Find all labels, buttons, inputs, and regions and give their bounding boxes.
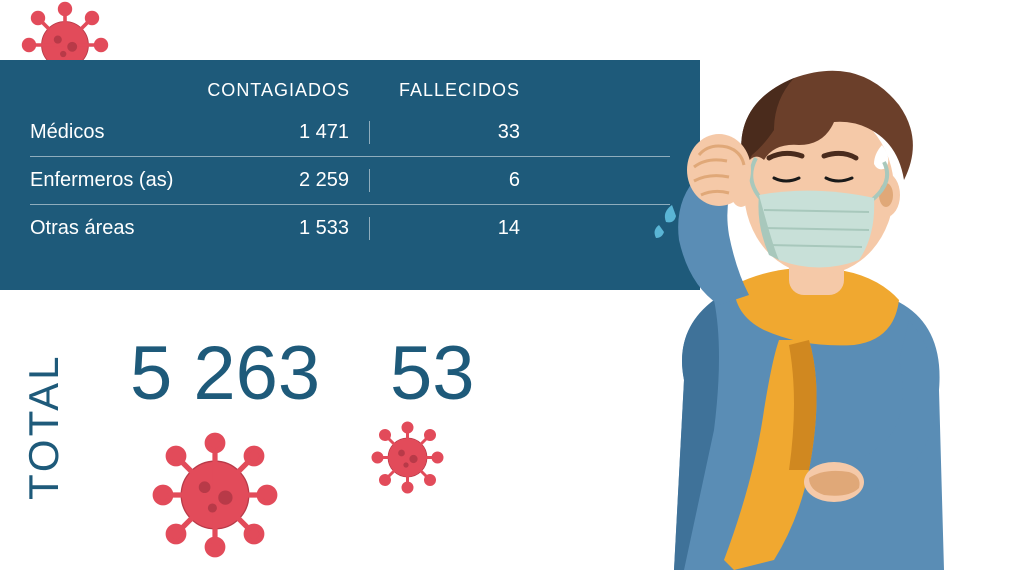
- totals-section: TOTAL 5 263 53: [0, 310, 600, 490]
- total-fallecidos: 53: [390, 330, 475, 417]
- table-row: Otras áreas 1 533 14: [30, 205, 670, 252]
- table-row: Médicos 1 471 33: [30, 109, 670, 157]
- table-header-row: CONTAGIADOS FALLECIDOS: [30, 80, 670, 101]
- header-contagiados: CONTAGIADOS: [200, 80, 370, 101]
- data-panel: CONTAGIADOS FALLECIDOS Médicos 1 471 33 …: [0, 60, 700, 290]
- row-value: 6: [370, 169, 540, 192]
- total-contagiados: 5 263: [130, 330, 320, 417]
- row-value: 1 471: [200, 121, 370, 144]
- header-fallecidos: FALLECIDOS: [370, 80, 540, 101]
- row-label: Médicos: [30, 121, 200, 144]
- row-value: 33: [370, 121, 540, 144]
- sick-person-illustration: [624, 50, 984, 570]
- row-value: 14: [370, 217, 540, 240]
- table-row: Enfermeros (as) 2 259 6: [30, 157, 670, 205]
- row-label: Otras áreas: [30, 217, 200, 240]
- total-label: TOTAL: [20, 354, 68, 500]
- row-value: 2 259: [200, 169, 370, 192]
- row-label: Enfermeros (as): [30, 169, 200, 192]
- row-value: 1 533: [200, 217, 370, 240]
